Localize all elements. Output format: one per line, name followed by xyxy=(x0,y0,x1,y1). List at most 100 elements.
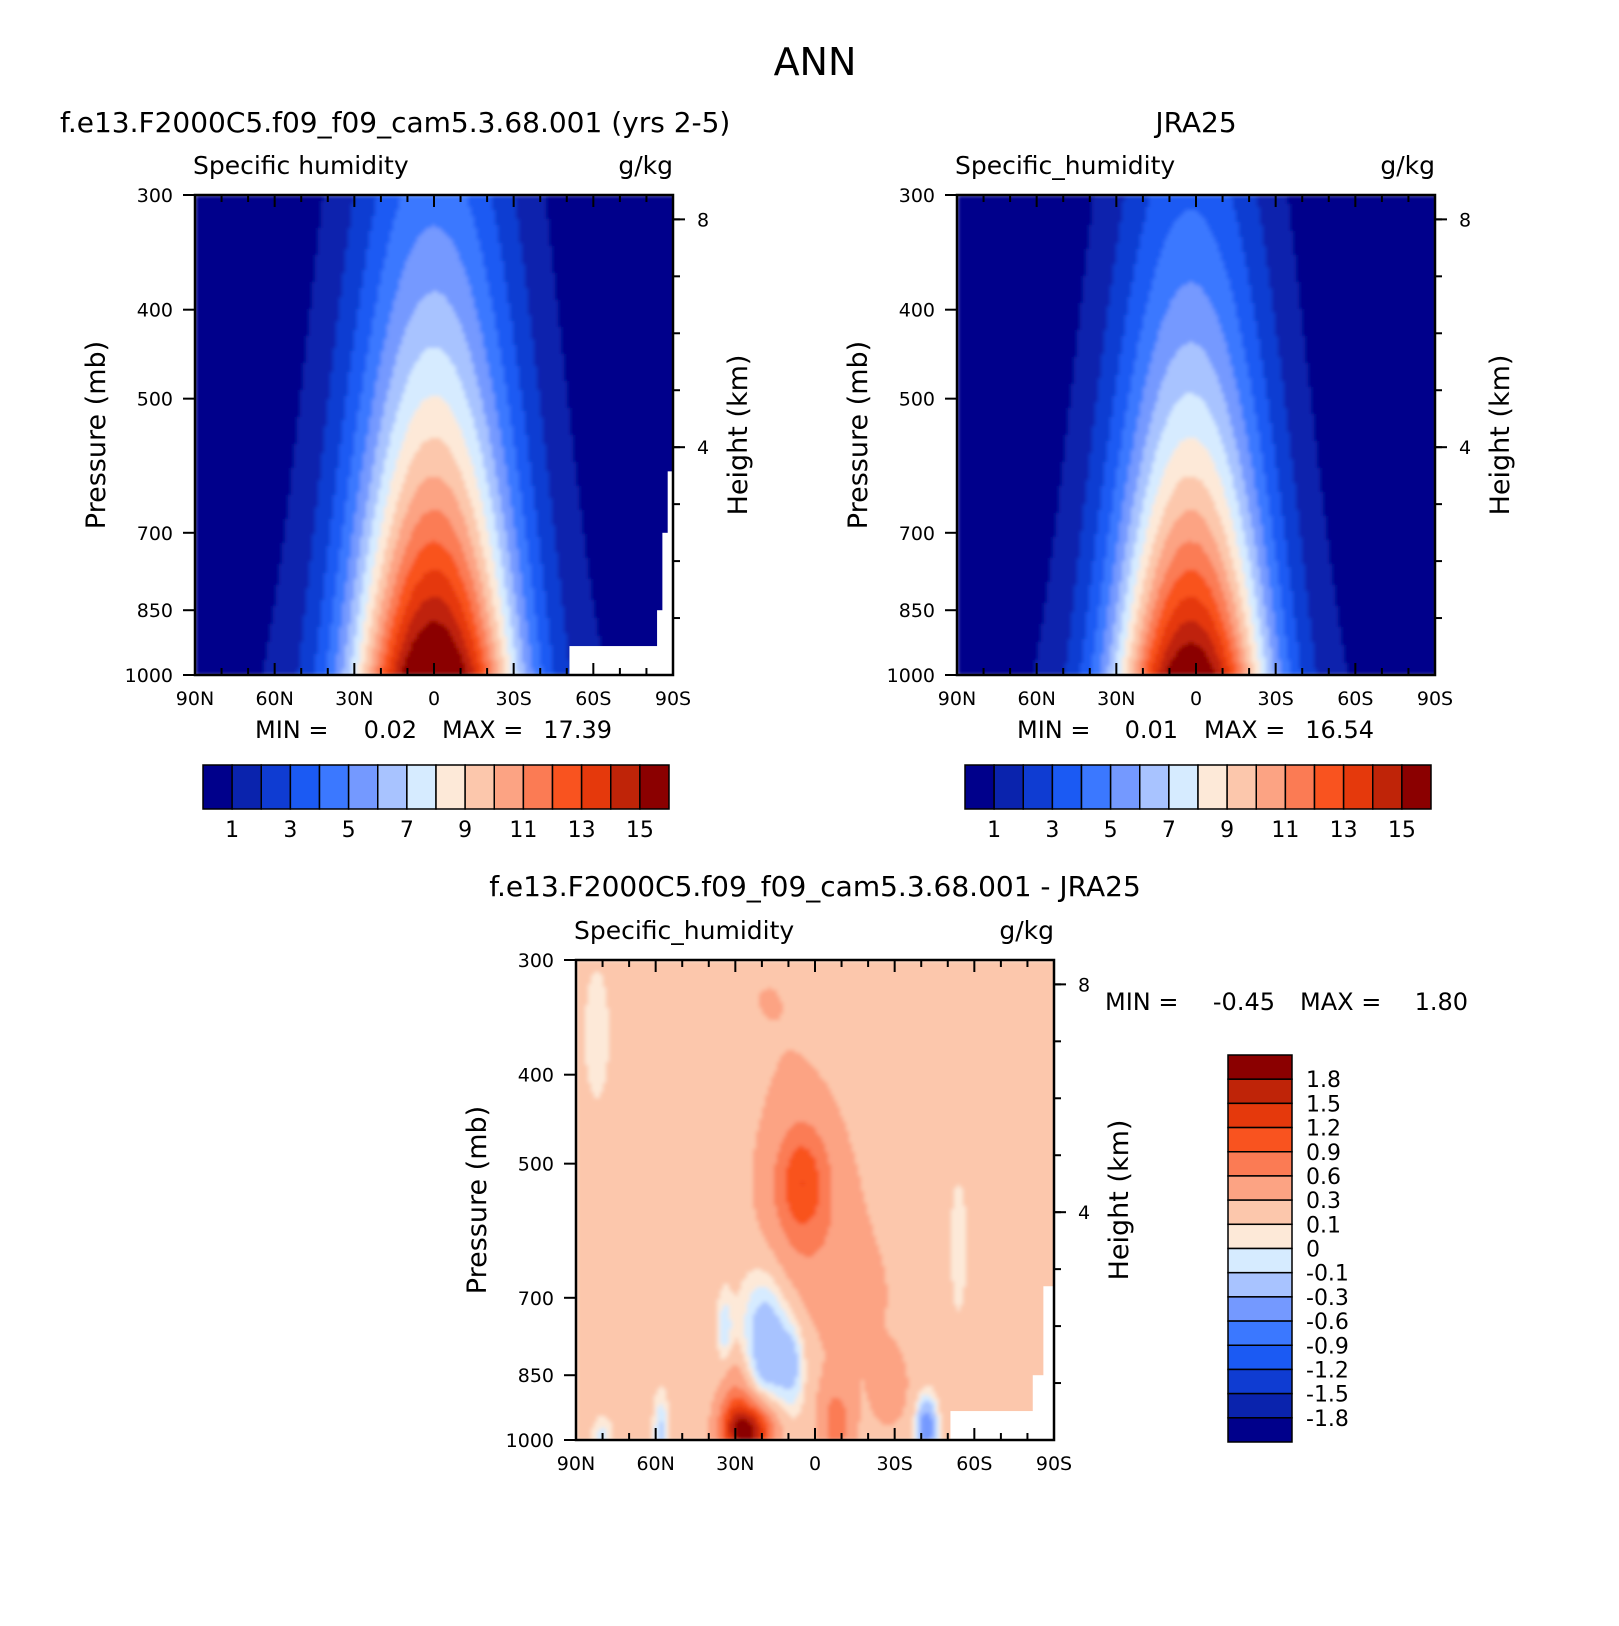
y-tick-label: 300 xyxy=(137,185,173,207)
colorbar-label: 1.8 xyxy=(1306,1068,1341,1093)
x-tick-label: 30N xyxy=(1097,688,1135,710)
x-tick-label: 60N xyxy=(636,1453,674,1475)
x-tick-label: 30N xyxy=(716,1453,754,1475)
panel-obs-y2label: Height (km) xyxy=(1485,355,1516,516)
panel-model-subtitle-right: g/kg xyxy=(618,151,673,180)
colorbar-cell xyxy=(1169,765,1198,809)
panel-model-y2label: Height (km) xyxy=(723,355,754,516)
colorbar-cell xyxy=(1111,765,1140,809)
colorbar-label: 1 xyxy=(225,818,239,843)
colorbar-cell xyxy=(1023,765,1052,809)
colorbar-cell xyxy=(1228,1128,1292,1152)
panel-diff-max: 1.80 xyxy=(1415,988,1468,1016)
colorbar-cell xyxy=(1198,765,1227,809)
panel-model-title: f.e13.F2000C5.f09_f09_cam5.3.68.001 (yrs… xyxy=(60,106,730,139)
y-tick-label: 1000 xyxy=(887,665,935,687)
colorbar-cell xyxy=(1228,1176,1292,1200)
panel-diff-field xyxy=(576,960,1057,1441)
colorbar-label: 0.1 xyxy=(1306,1213,1341,1238)
panel-model-subtitle-left: Specific humidity xyxy=(193,151,409,180)
panel-diff-y2label: Height (km) xyxy=(1104,1120,1135,1281)
y-tick-label: 850 xyxy=(137,600,173,622)
colorbar-label: 9 xyxy=(458,818,472,843)
colorbar-cell xyxy=(1228,1321,1292,1345)
x-tick-label: 90S xyxy=(655,688,691,710)
x-tick-label: 90N xyxy=(938,688,976,710)
y-tick-label: 500 xyxy=(899,389,935,411)
x-tick-label: 30S xyxy=(1258,688,1294,710)
colorbar-cell xyxy=(965,765,994,809)
y-tick-label: 300 xyxy=(518,950,554,972)
colorbar-cell xyxy=(1228,1273,1292,1297)
colorbar-cell xyxy=(378,765,407,809)
colorbar-cell xyxy=(465,765,494,809)
colorbar-cell xyxy=(1228,1224,1292,1248)
panel-obs-max-label: MAX = xyxy=(1204,716,1285,744)
colorbar-label: 5 xyxy=(342,818,356,843)
colorbar-cell xyxy=(1140,765,1169,809)
colorbar-label: 15 xyxy=(1388,818,1416,843)
colorbar-cell xyxy=(1228,1249,1292,1273)
colorbar-label: 7 xyxy=(1162,818,1176,843)
colorbar-cell xyxy=(436,765,465,809)
colorbar-cell xyxy=(1227,765,1256,809)
y-tick-label: 500 xyxy=(137,389,173,411)
panel-model-max-label: MAX = xyxy=(442,716,523,744)
colorbar-label: 1.5 xyxy=(1306,1092,1341,1117)
colorbar-label: 5 xyxy=(1104,818,1118,843)
colorbar-label: 7 xyxy=(400,818,414,843)
colorbar-cell xyxy=(494,765,523,809)
colorbar-label: -0.9 xyxy=(1306,1334,1349,1359)
colorbar-label: 11 xyxy=(1271,818,1299,843)
colorbar-cell xyxy=(1228,1297,1292,1321)
colorbar-cell xyxy=(1285,765,1314,809)
x-tick-label: 60N xyxy=(1017,688,1055,710)
panel-obs-max: 16.54 xyxy=(1305,716,1374,744)
colorbar-cell xyxy=(1228,1345,1292,1369)
colorbar-label: 0.6 xyxy=(1306,1165,1341,1190)
colorbar-cell xyxy=(261,765,290,809)
y2-tick-label: 8 xyxy=(1459,209,1471,231)
colorbar-cell xyxy=(1052,765,1081,809)
colorbar-label: 9 xyxy=(1220,818,1234,843)
colorbar-cell xyxy=(582,765,611,809)
panel-diff-subtitle-left: Specific_humidity xyxy=(574,916,794,945)
panel-model-field xyxy=(195,195,676,676)
x-tick-label: 90S xyxy=(1036,1453,1072,1475)
y2-tick-label: 8 xyxy=(697,209,709,231)
colorbar-label: 13 xyxy=(1330,818,1358,843)
x-tick-label: 60S xyxy=(956,1453,992,1475)
colorbar-cell xyxy=(994,765,1023,809)
y2-tick-label: 4 xyxy=(1078,1202,1090,1224)
colorbar-cell xyxy=(1228,1103,1292,1127)
colorbar-cell xyxy=(203,765,232,809)
colorbar-cell xyxy=(349,765,378,809)
panel-obs-subtitle-right: g/kg xyxy=(1380,151,1435,180)
y-tick-label: 700 xyxy=(137,523,173,545)
panel-diff-min-label: MIN = xyxy=(1105,988,1178,1016)
y2-tick-label: 4 xyxy=(1459,437,1471,459)
colorbar-label: -0.6 xyxy=(1306,1310,1349,1335)
colorbar-cell xyxy=(611,765,640,809)
x-tick-label: 90N xyxy=(557,1453,595,1475)
y2-tick-label: 4 xyxy=(697,437,709,459)
colorbar-cell xyxy=(640,765,669,809)
colorbar-label: -1.5 xyxy=(1306,1383,1349,1408)
colorbar-label: 3 xyxy=(283,818,297,843)
colorbar-label: -0.3 xyxy=(1306,1286,1349,1311)
colorbar-cell xyxy=(1228,1369,1292,1393)
colorbar-cell xyxy=(1344,765,1373,809)
colorbar-cell xyxy=(232,765,261,809)
panel-diff-min: -0.45 xyxy=(1213,988,1275,1016)
colorbar-label: 15 xyxy=(626,818,654,843)
y-tick-label: 1000 xyxy=(125,665,173,687)
panel-diff-max-label: MAX = xyxy=(1300,988,1381,1016)
colorbar-cell xyxy=(1228,1200,1292,1224)
y2-tick-label: 8 xyxy=(1078,974,1090,996)
colorbar-cell xyxy=(553,765,582,809)
y-tick-label: 700 xyxy=(518,1288,554,1310)
x-tick-label: 90S xyxy=(1417,688,1453,710)
